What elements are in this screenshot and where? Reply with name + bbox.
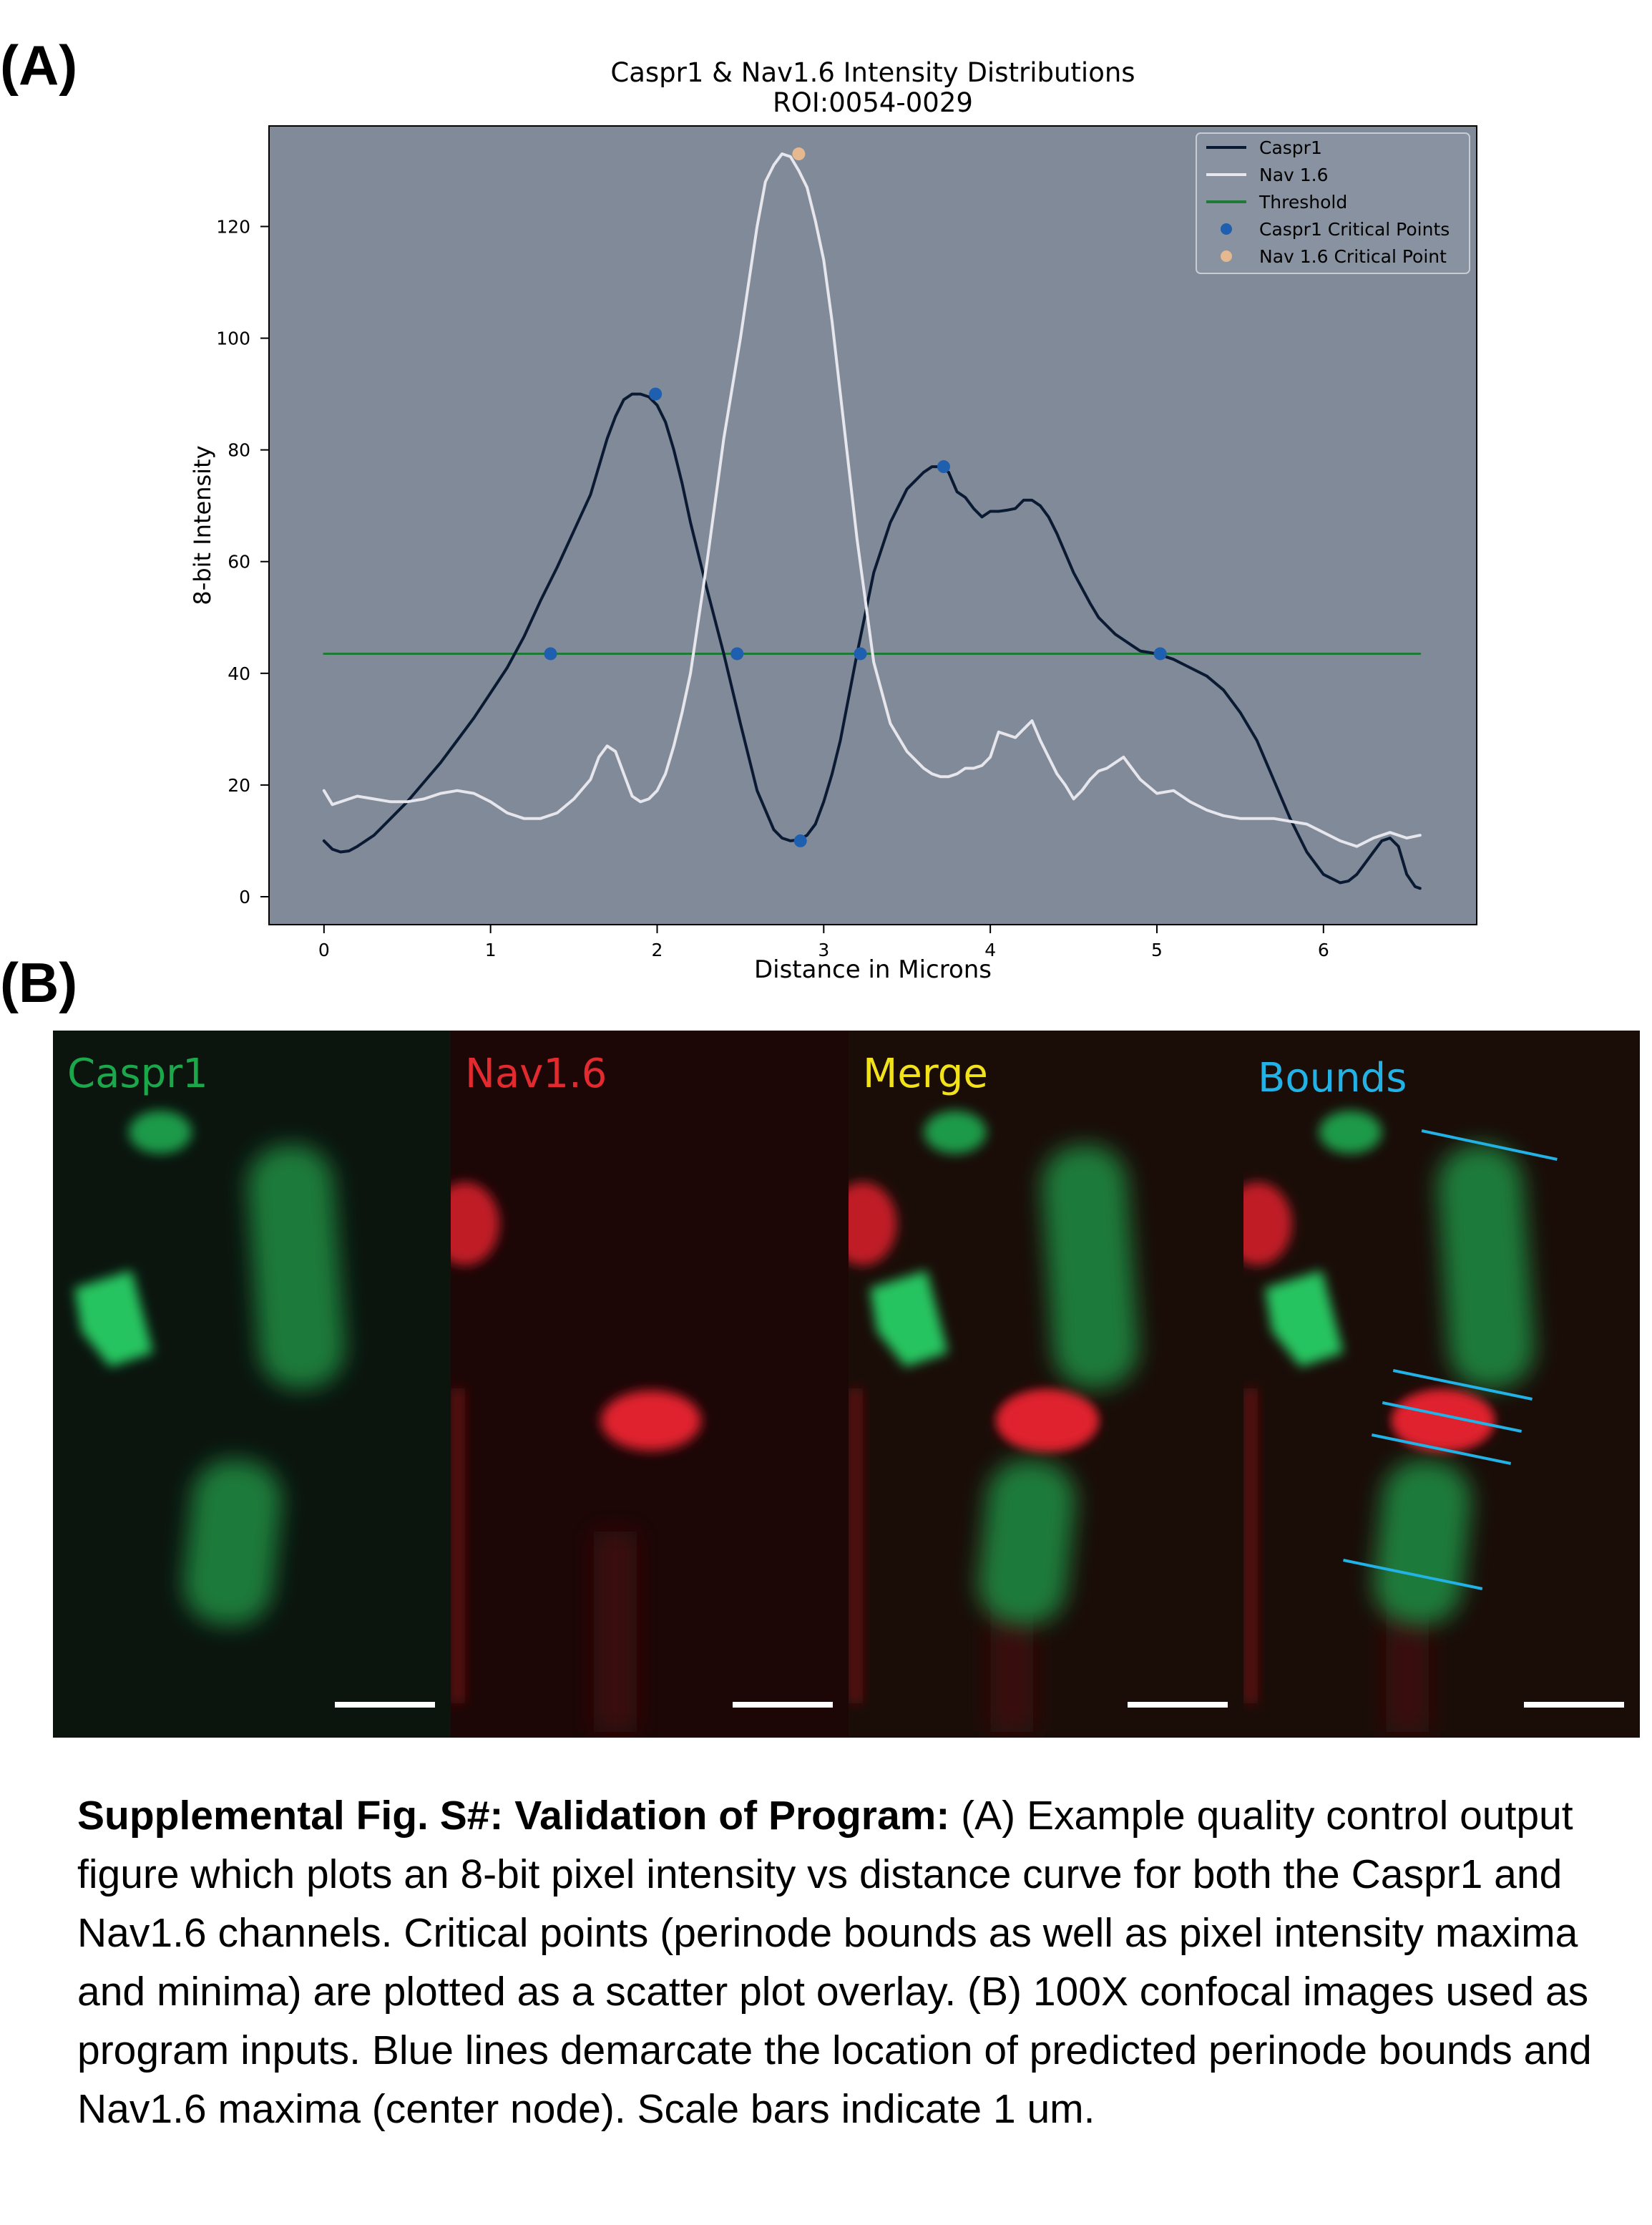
x-tick-label: 0 bbox=[318, 940, 330, 960]
caspr-paranode bbox=[977, 1459, 1076, 1625]
x-tick-label: 6 bbox=[1318, 940, 1329, 960]
panel-a-label: (A) bbox=[0, 34, 78, 97]
micrograph-merge-image bbox=[849, 1031, 1243, 1738]
micrograph-bounds-image bbox=[1243, 1031, 1640, 1738]
critical-point bbox=[649, 387, 663, 401]
legend-swatch bbox=[1221, 223, 1232, 235]
x-tick-label: 4 bbox=[984, 940, 996, 960]
scale-bar bbox=[1128, 1702, 1228, 1708]
caspr-blob bbox=[129, 1111, 192, 1154]
caspr-blob bbox=[1319, 1111, 1382, 1154]
critical-point bbox=[792, 147, 806, 161]
series-line-caspr1 bbox=[322, 392, 1422, 890]
caspr-bright-blob bbox=[869, 1270, 948, 1367]
micrograph-nav16-image bbox=[451, 1031, 849, 1738]
caspr-paranode bbox=[1373, 1459, 1472, 1625]
micrograph-label-bounds: Bounds bbox=[1258, 1055, 1407, 1101]
legend-box bbox=[1196, 132, 1470, 274]
caption-title: Supplemental Fig. S#: Validation of Prog… bbox=[77, 1793, 950, 1839]
scale-bar bbox=[335, 1702, 435, 1708]
micrograph-label-caspr1: Caspr1 bbox=[67, 1051, 208, 1097]
y-tick-label: 80 bbox=[228, 440, 250, 461]
x-tick-label: 5 bbox=[1151, 940, 1163, 960]
micrograph-label-merge: Merge bbox=[863, 1051, 988, 1097]
caption-text: (A) Example quality control output figur… bbox=[77, 1793, 1592, 2132]
caspr-paranode bbox=[1437, 1144, 1535, 1389]
x-tick-label: 1 bbox=[485, 940, 497, 960]
x-axis-label: Distance in Microns bbox=[754, 955, 992, 984]
nav-axon-edge bbox=[1243, 1388, 1258, 1703]
critical-point bbox=[1153, 647, 1167, 661]
x-tick-label: 2 bbox=[652, 940, 663, 960]
series-line-nav-1-6 bbox=[322, 152, 1422, 848]
legend-label: Nav 1.6 Critical Point bbox=[1259, 246, 1447, 267]
critical-point bbox=[937, 460, 950, 474]
nav-blob bbox=[849, 1182, 897, 1265]
chart-subtitle: ROI:0054-0029 bbox=[773, 87, 973, 118]
x-tick-label: 3 bbox=[818, 940, 829, 960]
micrograph-background bbox=[1243, 1031, 1640, 1738]
micrograph-background bbox=[53, 1031, 451, 1738]
nav-axon-edge bbox=[849, 1388, 863, 1703]
y-tick-label: 40 bbox=[228, 663, 250, 684]
bound-line bbox=[1371, 1433, 1512, 1465]
y-tick-label: 120 bbox=[216, 216, 250, 237]
nav-node-overlay bbox=[999, 1393, 1096, 1448]
micrograph-caspr1: Caspr1 bbox=[53, 1031, 451, 1738]
legend-label: Caspr1 bbox=[1259, 137, 1322, 158]
nav-blob bbox=[451, 1182, 499, 1265]
nav-axon bbox=[594, 1532, 637, 1732]
legend-label: Nav 1.6 bbox=[1259, 165, 1329, 185]
critical-point bbox=[544, 647, 557, 661]
bound-line bbox=[1421, 1129, 1558, 1161]
caspr-paranode bbox=[247, 1144, 346, 1389]
bound-line bbox=[1392, 1369, 1533, 1401]
scale-bar bbox=[733, 1702, 833, 1708]
series-group bbox=[322, 147, 1422, 890]
caspr-paranode bbox=[1042, 1144, 1139, 1389]
nav-node-overlay bbox=[1394, 1393, 1492, 1448]
nav-node bbox=[601, 1391, 701, 1451]
legend-label: Threshold bbox=[1258, 192, 1347, 213]
y-axis-label: 8-bit Intensity bbox=[189, 445, 216, 605]
y-tick-label: 20 bbox=[228, 775, 250, 796]
bound-line bbox=[1382, 1401, 1522, 1433]
nav-blob bbox=[1243, 1182, 1292, 1265]
y-tick-label: 0 bbox=[239, 887, 250, 907]
micrograph-caspr1-image bbox=[53, 1031, 451, 1738]
panel-b-label: (B) bbox=[0, 951, 78, 1014]
nav-axon-edge bbox=[451, 1388, 465, 1703]
critical-point bbox=[730, 647, 744, 661]
caspr-bright-blob bbox=[1264, 1270, 1344, 1367]
micrograph-strip: Caspr1 Nav1.6 Merge Bounds bbox=[53, 1031, 1640, 1738]
caspr-paranode bbox=[183, 1459, 282, 1625]
micrograph-nav16: Nav1.6 bbox=[451, 1031, 849, 1738]
legend-swatch bbox=[1221, 250, 1232, 262]
micrograph-bounds: Bounds bbox=[1243, 1031, 1640, 1738]
micrograph-merge: Merge bbox=[849, 1031, 1243, 1738]
scale-bar bbox=[1524, 1702, 1624, 1708]
critical-point bbox=[854, 647, 867, 661]
intensity-chart: Caspr1 & Nav1.6 Intensity DistributionsR… bbox=[189, 57, 1477, 984]
micrograph-label-nav16: Nav1.6 bbox=[465, 1051, 607, 1097]
caspr-blob bbox=[924, 1111, 987, 1154]
y-tick-label: 100 bbox=[216, 328, 250, 349]
legend-label: Caspr1 Critical Points bbox=[1259, 219, 1450, 240]
bound-line bbox=[1343, 1559, 1483, 1590]
micrograph-background bbox=[849, 1031, 1243, 1738]
caspr-bright-blob bbox=[74, 1270, 153, 1367]
chart-title: Caspr1 & Nav1.6 Intensity Distributions bbox=[610, 57, 1135, 88]
y-tick-label: 60 bbox=[228, 552, 250, 573]
micrograph-background bbox=[451, 1031, 849, 1738]
figure-caption: Supplemental Fig. S#: Validation of Prog… bbox=[77, 1786, 1637, 2138]
critical-point bbox=[793, 834, 807, 847]
